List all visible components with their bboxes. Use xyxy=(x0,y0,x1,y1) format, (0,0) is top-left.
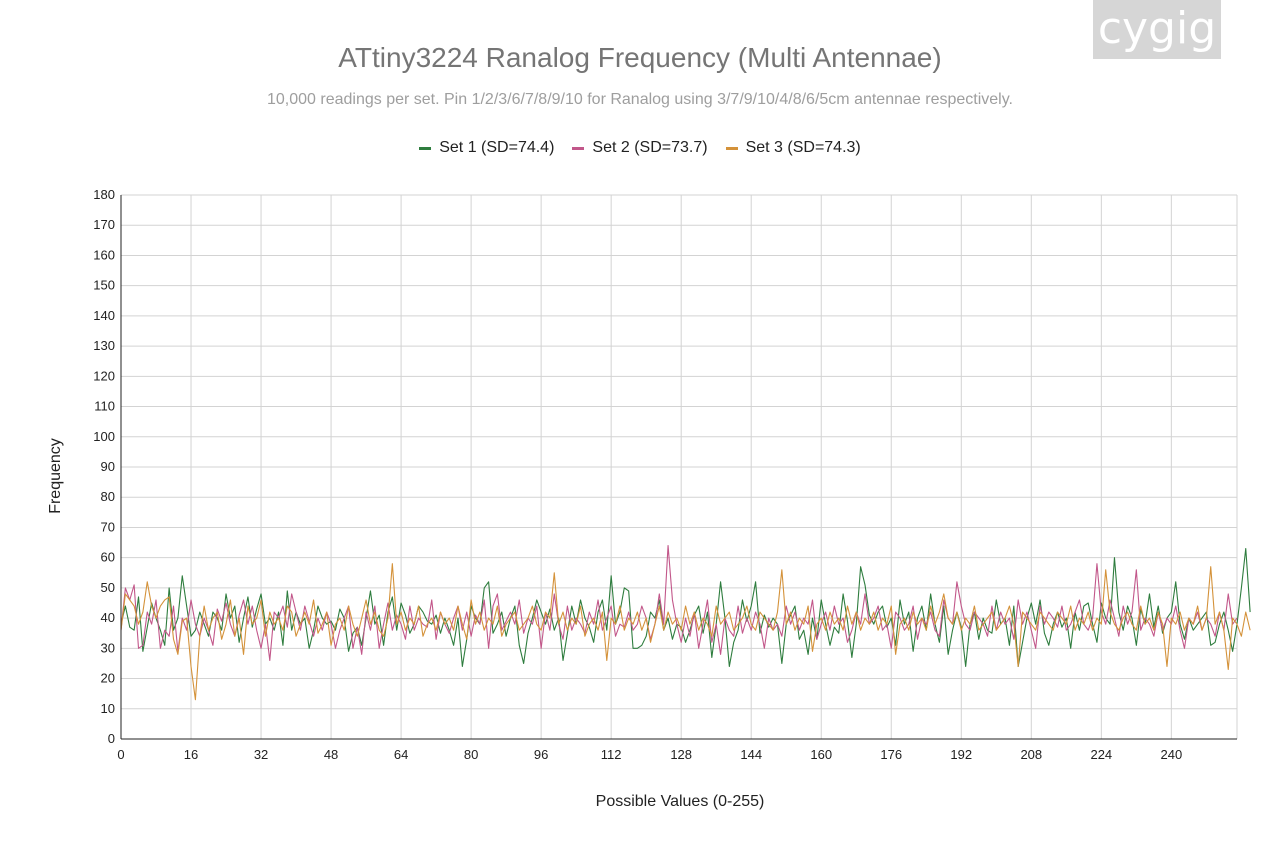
x-tick-label: 64 xyxy=(394,747,408,762)
chart-tick-labels: 0102030405060708090100110120130140150160… xyxy=(93,187,1182,762)
x-tick-label: 224 xyxy=(1090,747,1112,762)
x-tick-label: 240 xyxy=(1161,747,1183,762)
legend-label-set-2: Set 2 (SD=73.7) xyxy=(592,139,708,156)
x-tick-label: 192 xyxy=(950,747,972,762)
x-tick-label: 128 xyxy=(670,747,692,762)
y-tick-label: 160 xyxy=(93,247,115,262)
legend-label-set-1: Set 1 (SD=74.4) xyxy=(439,139,555,156)
x-tick-label: 80 xyxy=(464,747,478,762)
legend-item-set-3[interactable]: Set 3 (SD=74.3) xyxy=(725,139,861,157)
y-tick-label: 0 xyxy=(108,731,115,746)
y-tick-label: 100 xyxy=(93,429,115,444)
y-tick-label: 50 xyxy=(101,580,115,595)
y-axis-title: Frequency xyxy=(47,438,64,514)
y-tick-label: 180 xyxy=(93,187,115,202)
chart-title: ATtiny3224 Ranalog Frequency (Multi Ante… xyxy=(338,42,942,73)
y-tick-label: 120 xyxy=(93,368,115,383)
series-line-set-1 xyxy=(120,548,1251,668)
y-tick-label: 20 xyxy=(101,671,115,686)
y-tick-label: 80 xyxy=(101,489,115,504)
legend-item-set-1[interactable]: Set 1 (SD=74.4) xyxy=(419,139,554,157)
y-tick-label: 150 xyxy=(93,278,115,293)
chart-lines xyxy=(120,545,1251,701)
y-tick-label: 10 xyxy=(101,701,115,716)
chart-subtitle: 10,000 readings per set. Pin 1/2/3/6/7/8… xyxy=(267,91,1013,108)
x-tick-label: 32 xyxy=(254,747,268,762)
y-tick-label: 40 xyxy=(101,610,115,625)
legend-swatch-set-3 xyxy=(725,146,738,150)
series-line-set-3 xyxy=(120,563,1251,701)
y-tick-label: 140 xyxy=(93,308,115,323)
legend-item-set-2[interactable]: Set 2 (SD=73.7) xyxy=(572,139,708,157)
watermark-logo: cygig xyxy=(1093,0,1221,59)
legend-label-set-3: Set 3 (SD=74.3) xyxy=(745,139,861,156)
x-tick-label: 176 xyxy=(880,747,902,762)
y-tick-label: 90 xyxy=(101,459,115,474)
series-line-set-2 xyxy=(120,545,1238,661)
chart-grid xyxy=(121,194,1238,739)
x-tick-label: 16 xyxy=(184,747,198,762)
y-tick-label: 170 xyxy=(93,217,115,232)
y-tick-label: 30 xyxy=(101,640,115,655)
x-tick-label: 96 xyxy=(534,747,548,762)
chart-axes xyxy=(120,195,1237,740)
x-tick-label: 208 xyxy=(1020,747,1042,762)
x-tick-label: 112 xyxy=(601,747,622,762)
y-tick-label: 110 xyxy=(94,399,115,414)
legend-swatch-set-2 xyxy=(572,146,585,150)
chart-legend: Set 1 (SD=74.4) Set 2 (SD=73.7) Set 3 (S… xyxy=(0,139,1280,157)
x-tick-label: 48 xyxy=(324,747,338,762)
x-tick-label: 0 xyxy=(117,747,124,762)
x-tick-label: 160 xyxy=(810,747,832,762)
x-axis-title: Possible Values (0-255) xyxy=(596,793,765,810)
y-tick-label: 70 xyxy=(101,519,115,534)
y-tick-label: 130 xyxy=(93,338,115,353)
y-tick-label: 60 xyxy=(101,550,115,565)
legend-swatch-set-1 xyxy=(419,146,432,150)
x-tick-label: 144 xyxy=(740,747,762,762)
